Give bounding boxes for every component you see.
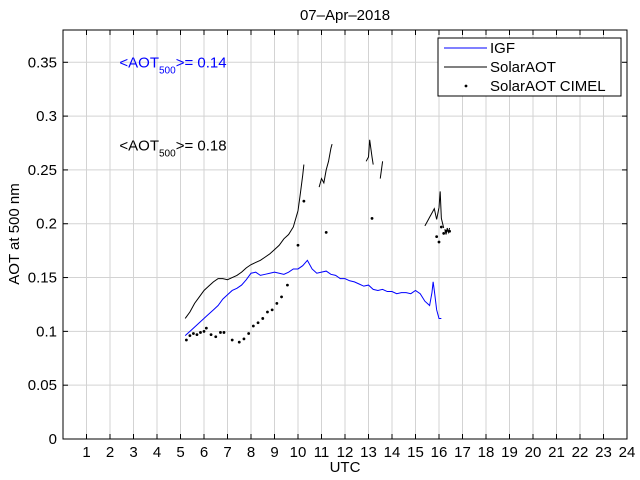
solaraot-line [424, 191, 445, 229]
x-tick-label: 21 [548, 444, 565, 461]
series-layer [184, 139, 451, 344]
solaraot-cimel-point [188, 334, 192, 338]
x-tick-label: 5 [176, 444, 184, 461]
annotation-prefix: <AOT [119, 138, 159, 155]
x-axis-ticks: 1 2 3 4 5 6 7 8 9 10 11 12 13 14 15 16 17 18 19 20 21 22 23 24 [82, 30, 635, 461]
x-tick-label: 24 [619, 444, 636, 461]
x-tick-label: 12 [337, 444, 354, 461]
annotation-value: >= 0.18 [176, 138, 227, 155]
annotation-subscript: 500 [159, 66, 176, 77]
solaraot-cimel-point [302, 199, 306, 203]
x-tick-label: 8 [247, 444, 255, 461]
igf-line [184, 259, 442, 337]
x-tick-label: 15 [407, 444, 424, 461]
x-tick-label: 11 [314, 444, 330, 461]
solaraot-cimel-point [256, 321, 260, 325]
x-tick-label: 17 [454, 444, 471, 461]
y-tick-label: 0.2 [36, 216, 57, 233]
y-tick-label: 0.05 [28, 377, 57, 394]
y-tick-label: 0.15 [28, 270, 57, 287]
solaraot-cimel-point [242, 337, 246, 341]
solaraot-cimel-point [219, 331, 222, 334]
solaraot-cimel-point [214, 335, 218, 339]
x-tick-label: 22 [572, 444, 589, 461]
chart-title: 07–Apr–2018 [300, 7, 390, 24]
y-axis-ticks: 0 0.05 0.1 0.15 0.2 0.25 0.3 0.35 [28, 54, 627, 448]
solaraot-cimel-point [195, 333, 199, 336]
x-tick-label: 3 [129, 444, 137, 461]
solaraot-cimel-point [222, 331, 226, 334]
x-tick-label: 10 [290, 444, 307, 461]
legend-igf-label: IGF [490, 40, 515, 57]
solaraot-line [184, 164, 305, 319]
solaraot-cimel-point [444, 229, 448, 233]
legend-solaraot-label: SolarAOT [490, 59, 556, 76]
x-axis-label: UTC [330, 459, 361, 476]
solaraot-cimel-point [286, 283, 289, 287]
legend-cimel-swatch [464, 84, 468, 88]
legend-cimel-label: SolarAOT CIMEL [490, 78, 606, 95]
solaraot-cimel-point [202, 329, 206, 333]
solaraot-cimel-point [275, 301, 279, 305]
x-tick-label: 4 [153, 444, 161, 461]
solaraot-cimel-point [437, 240, 441, 244]
y-tick-label: 0.3 [36, 108, 57, 125]
solaraot-line [318, 143, 333, 188]
y-tick-label: 0.25 [28, 162, 57, 179]
x-tick-label: 7 [223, 444, 231, 461]
solaraot-cimel-point [204, 326, 208, 330]
solaraot-cimel-point [184, 338, 188, 342]
solaraot-cimel-point [199, 331, 202, 334]
x-tick-label: 14 [384, 444, 401, 461]
solaraot-cimel-point [266, 310, 269, 314]
annotation-value: >= 0.14 [176, 55, 227, 72]
solaraot-line [365, 139, 374, 165]
x-tick-label: 23 [595, 444, 612, 461]
mean-annotations: <AOT500>= 0.14<AOT500>= 0.18 [119, 55, 226, 160]
legend: IGF SolarAOT SolarAOT CIMEL [437, 37, 622, 97]
x-tick-label: 2 [106, 444, 114, 461]
solaraot-cimel-point [442, 232, 446, 235]
solaraot-cimel-point [324, 230, 328, 234]
solaraot-cimel-point [448, 229, 451, 233]
x-tick-label: 9 [270, 444, 278, 461]
solaraot-line [379, 161, 384, 179]
annotation-subscript: 500 [159, 149, 176, 160]
solaraot-cimel-point [192, 332, 195, 335]
x-tick-label: 1 [82, 444, 90, 461]
x-tick-label: 20 [525, 444, 542, 461]
x-tick-label: 18 [478, 444, 495, 461]
solaraot-cimel-point [230, 338, 234, 342]
solaraot-cimel-point [209, 333, 213, 336]
x-tick-label: 16 [431, 444, 448, 461]
mean-annotation: <AOT500>= 0.14 [119, 55, 226, 77]
y-axis-label: AOT at 500 nm [6, 183, 23, 284]
solaraot-cimel-point [251, 324, 255, 328]
x-tick-label: 6 [200, 444, 208, 461]
annotation-prefix: <AOT [119, 55, 159, 72]
grid-lines [63, 30, 627, 439]
solaraot-cimel-point [435, 235, 439, 239]
y-tick-label: 0 [49, 431, 57, 448]
mean-annotation: <AOT500>= 0.18 [119, 138, 226, 160]
solaraot-cimel-point [280, 295, 283, 299]
y-tick-label: 0.1 [36, 323, 57, 340]
solaraot-cimel-point [247, 332, 251, 335]
solaraot-cimel-point [370, 216, 374, 220]
y-tick-label: 0.35 [28, 54, 57, 71]
x-tick-label: 13 [360, 444, 377, 461]
solaraot-cimel-point [439, 225, 443, 229]
solaraot-cimel-point [261, 317, 265, 320]
x-tick-label: 19 [501, 444, 518, 461]
solaraot-cimel-point [296, 243, 300, 247]
solaraot-cimel-point [237, 340, 241, 344]
solaraot-cimel-point [270, 308, 274, 312]
